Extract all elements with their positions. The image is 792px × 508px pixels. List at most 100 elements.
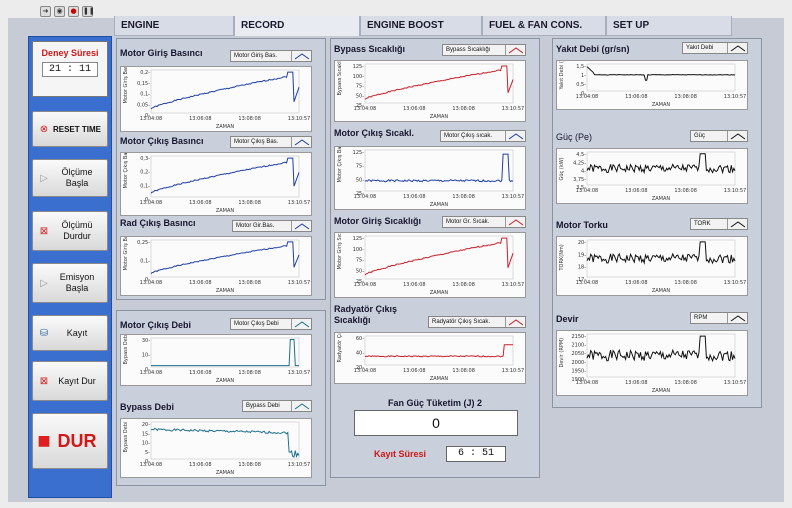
g9-chart: Radyatör Çıkış Sıcaklığı 60- 40- 20-13:04:0…: [336, 304, 524, 382]
arrow-icon[interactable]: ➜: [40, 5, 51, 17]
tab-fuel-fan-cons[interactable]: FUEL & FAN CONS.: [482, 16, 606, 36]
g10-plot[interactable]: Yakıt Debi (gr/s) 1,5- 1- 0,5- 0- 13:04:08 13:…: [556, 50, 748, 110]
x-tick-label: 13:08:08: [238, 116, 260, 122]
stop-square-icon: ⊠: [39, 375, 49, 387]
kayit-label: Kayıt: [66, 327, 88, 338]
g6-legend[interactable]: Bypass Sıcaklığı: [442, 44, 526, 56]
g1-title: Motor Giriş Basıncı: [120, 48, 203, 58]
x-tick-label: 13:06:08: [403, 194, 425, 200]
reset-time-button[interactable]: ⊗ RESET TIME: [32, 111, 108, 147]
y-tick-label: 2100-: [571, 343, 586, 349]
legend-line-icon: [505, 45, 525, 55]
y-tick-label: 2050-: [571, 351, 586, 357]
x-axis-label: ZAMAN: [216, 378, 235, 384]
g7-legend-label: Motor Çıkış sıcak.: [444, 133, 493, 139]
g1-plot[interactable]: Motor Giriş Bas. 0,2- 0,15- 0,1- 0,05- 0- 13:0…: [120, 63, 312, 132]
x-tick-label: 13:06:08: [189, 200, 211, 206]
g9-title: Radyatör Çıkış Sıcaklığı: [334, 304, 398, 325]
g4-plot[interactable]: Bypass Debi 30- 10- 0- 13:04:08 13:06:08 13:08…: [120, 334, 312, 386]
tab-record[interactable]: RECORD: [234, 16, 360, 36]
g4-legend[interactable]: Motor Çıkış Debi: [230, 318, 312, 330]
y-axis-label: Bypass Debi: [123, 335, 129, 365]
g11-legend[interactable]: Güç: [690, 130, 748, 142]
g10-legend-label: Yakıt Debi: [686, 45, 714, 51]
plot-area: [586, 333, 736, 378]
x-tick-label: 13:10:57: [724, 380, 746, 386]
plot-area: [364, 235, 514, 280]
olcume-basla-button[interactable]: ▷ Ölçüme Başla: [32, 159, 108, 197]
x-tick-label: 13:08:08: [452, 194, 474, 200]
x-tick-label: 13:08:08: [674, 380, 696, 386]
g1-legend[interactable]: Motor Giriş Bas.: [230, 50, 312, 62]
x-axis-label: ZAMAN: [652, 102, 671, 108]
g6-plot[interactable]: Bypass Sıcaklığı 125- 100- 75- 50- 25- 13:04:0…: [334, 55, 526, 122]
g2-plot[interactable]: Motor Çıkış Bas. 0,3- 0,2- 0,1- 0- 13:04:08 13…: [120, 148, 312, 216]
x-axis-label: ZAMAN: [430, 202, 449, 208]
g7-series-line: [364, 153, 514, 183]
g10-legend[interactable]: Yakıt Debi: [682, 42, 748, 54]
x-tick-label: 13:04:08: [576, 280, 598, 286]
g12-legend[interactable]: TORK: [690, 218, 748, 230]
g12-plot[interactable]: TORK(Nm) 20- 19- 18- 17- 13:04:08 13:06:08 13:0…: [556, 236, 748, 296]
g8-plot[interactable]: Motor Giriş Sıcak 125- 100- 75- 50- 25- 13:04:…: [334, 227, 526, 298]
y-axis-label: Motor Çıkış Bas.: [337, 147, 343, 183]
y-tick-label: 0,05-: [137, 102, 150, 108]
x-tick-label: 13:06:08: [625, 94, 647, 100]
g5-plot[interactable]: Bypass Debi 20- 15- 10- 5- 0- 13:04:08 13:06:08…: [120, 418, 312, 478]
x-tick-label: 13:08:08: [238, 370, 260, 376]
g10-series-line: [586, 66, 736, 81]
plot-area: [150, 155, 300, 198]
g11-plot[interactable]: Güç (kW) 4,5- 4,25- 4- 3,75- 3,5- 13:04:08 13:0…: [556, 148, 748, 204]
g13-legend[interactable]: RPM: [690, 312, 748, 324]
y-tick-label: 2000-: [571, 360, 586, 366]
legend-line-icon: [291, 137, 311, 147]
x-tick-label: 13:10:57: [502, 194, 524, 200]
tab-bar: ENGINE RECORD ENGINE BOOST FUEL & FAN CO…: [114, 16, 732, 36]
tab-engine[interactable]: ENGINE: [114, 16, 234, 36]
g9-plot[interactable]: Radyatör Çıkış Sıcaklığı 60- 40- 20- 13:04:0…: [334, 304, 526, 384]
g3-legend[interactable]: Motor Gir.Bas.: [232, 220, 312, 232]
y-axis-label: Motor Çıkış Bas.: [123, 153, 129, 189]
y-tick-label: 0,5-: [576, 82, 586, 88]
g11-chart: Güç (kW) 4,5- 4,25- 4- 3,75- 3,5-13:04:08 13:0…: [559, 151, 746, 202]
y-tick-label: 125-: [353, 64, 365, 70]
y-axis-label: TORK(Nm): [559, 244, 565, 271]
g4-series-line: [151, 339, 299, 367]
pause-icon[interactable]: ❚❚: [82, 5, 95, 17]
tab-engine-boost[interactable]: ENGINE BOOST: [360, 16, 482, 36]
y-axis-label: Motor Giriş Bas.: [123, 67, 129, 104]
kayit-button[interactable]: ⛁ Kayıt: [32, 315, 108, 351]
y-tick-label: 30-: [142, 338, 150, 344]
y-tick-label: 0-: [145, 459, 150, 465]
x-tick-label: 13:06:08: [189, 116, 211, 122]
record-icon[interactable]: ●: [68, 5, 79, 17]
g7-plot[interactable]: Motor Çıkış Bas. 125- 75- 50- 25- 13:04:08 13:…: [334, 142, 526, 210]
g10-chart: Yakıt Debi (gr/s) 1,5- 1- 0,5- 0-13:04:08 13:…: [559, 50, 746, 108]
g8-legend[interactable]: Motor Gr. Sıcak.: [442, 216, 526, 228]
stop-icon[interactable]: ◉: [54, 5, 65, 17]
g13-title: Devir: [556, 314, 579, 324]
x-tick-label: 13:06:08: [625, 280, 647, 286]
g9-legend[interactable]: Radyatör Çıkış Sıcak.: [428, 316, 526, 328]
x-tick-label: 13:10:57: [288, 280, 310, 286]
kayit-dur-button[interactable]: ⊠ Kayıt Dur: [32, 361, 108, 401]
tab-setup[interactable]: SET UP: [606, 16, 732, 36]
x-tick-label: 13:04:08: [140, 116, 162, 122]
x-tick-label: 13:04:08: [576, 188, 598, 194]
g12-title: Motor Torku: [556, 220, 608, 230]
y-axis-label: Motor Giriş Sıcak: [337, 233, 343, 270]
g2-legend[interactable]: Motor Çıkış Bas.: [230, 136, 312, 148]
g7-legend[interactable]: Motor Çıkış sıcak.: [440, 130, 526, 142]
x-tick-label: 13:08:08: [674, 188, 696, 194]
g2-chart: Motor Çıkış Bas. 0,3- 0,2- 0,1- 0-13:04:08 13…: [123, 148, 310, 214]
plot-area: [150, 69, 300, 114]
g3-plot[interactable]: Motor Giriş Bas. 0,25- 0,1- 0- 13:04:08 13:06…: [120, 230, 312, 296]
emisyon-basla-button[interactable]: ▷ Emisyon Başla: [32, 263, 108, 303]
g3-title: Rad Çıkış Basıncı: [120, 218, 196, 228]
olcumu-durdur-button[interactable]: ⊠ Ölçümü Durdur: [32, 211, 108, 251]
fan-guc-value: 0: [354, 410, 518, 436]
g5-legend[interactable]: Bypass Debi: [242, 400, 312, 412]
g13-plot[interactable]: Devir (RPM) 2150- 2100- 2050- 2000- 1950- 1900…: [556, 330, 748, 396]
dur-button[interactable]: ■ DUR: [32, 413, 108, 469]
x-tick-label: 13:06:08: [189, 462, 211, 468]
